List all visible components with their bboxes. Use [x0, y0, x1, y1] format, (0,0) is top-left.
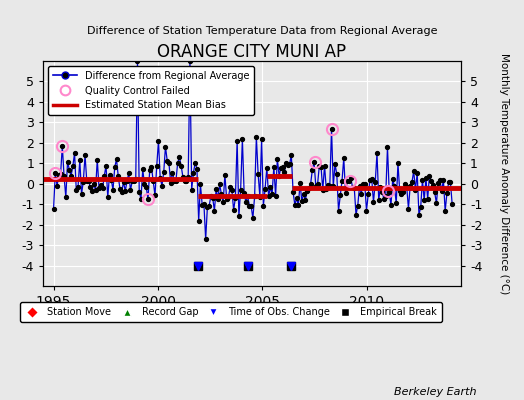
Legend: Station Move, Record Gap, Time of Obs. Change, Empirical Break: Station Move, Record Gap, Time of Obs. C…: [20, 302, 442, 322]
Text: Difference of Station Temperature Data from Regional Average: Difference of Station Temperature Data f…: [87, 26, 437, 36]
Title: ORANGE CITY MUNI AP: ORANGE CITY MUNI AP: [158, 43, 346, 61]
Y-axis label: Monthly Temperature Anomaly Difference (°C): Monthly Temperature Anomaly Difference (…: [499, 53, 509, 294]
Text: Berkeley Earth: Berkeley Earth: [395, 387, 477, 397]
